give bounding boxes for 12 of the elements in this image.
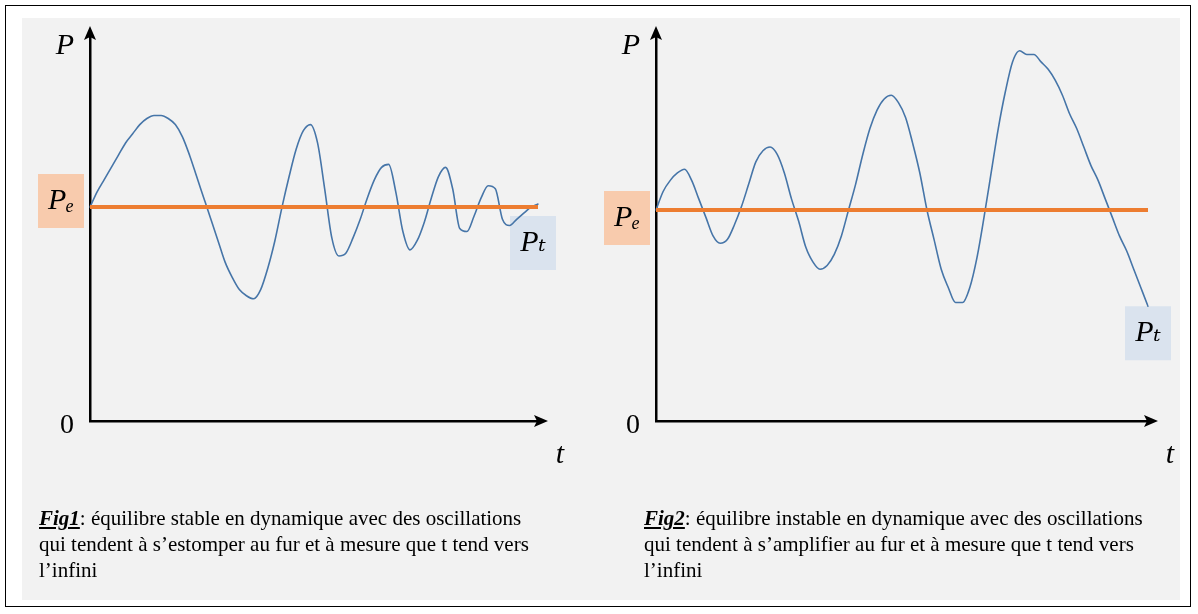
x-axis-title: t xyxy=(1165,435,1175,469)
y-axis-title: P xyxy=(620,26,641,60)
x-axis-title: t xyxy=(555,435,565,469)
series-label: Pₜ xyxy=(1134,314,1162,348)
text: 0 xyxy=(60,408,74,440)
ref-line-label: Pₑ xyxy=(46,182,75,215)
text: 0 xyxy=(626,408,640,440)
series-label: Pₜ xyxy=(519,223,547,257)
caption: Fig2: équilibre instable en dynamique avec des oscillations qui tendent à s’amplifier au fur et à mesure que t tend vers l’infini xyxy=(644,505,1144,583)
ref-line-label: Pₑ xyxy=(612,198,641,232)
y-axis-title: P xyxy=(54,26,75,60)
caption: Fig1: équilibre stable en dynamique avec des oscillations qui tendent à s’estomper au fur et à mesure que t tend vers l’infini xyxy=(39,505,530,583)
